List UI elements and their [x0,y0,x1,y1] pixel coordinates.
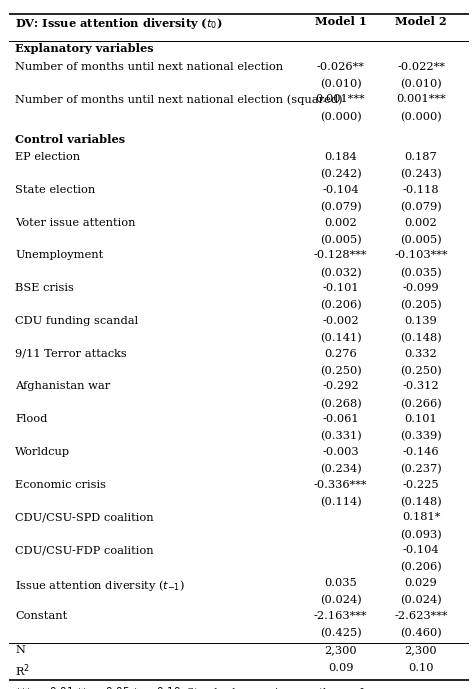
Text: 0.101: 0.101 [405,414,438,424]
Text: (0.206): (0.206) [319,300,361,311]
Text: 0.139: 0.139 [405,316,438,326]
Text: -0.103***: -0.103*** [394,250,448,260]
Text: 0.035: 0.035 [324,578,357,588]
Text: -0.146: -0.146 [403,446,439,457]
Text: -0.002: -0.002 [322,316,359,326]
Text: (0.010): (0.010) [400,79,442,89]
Text: 0.332: 0.332 [405,349,438,358]
Text: 0.10: 0.10 [408,663,434,672]
Text: 0.002: 0.002 [405,218,438,227]
Text: -2.163***: -2.163*** [314,610,367,621]
Text: CDU/CSU-SPD coalition: CDU/CSU-SPD coalition [15,513,154,522]
Text: 0.029: 0.029 [405,578,438,588]
Text: State election: State election [15,185,95,195]
Text: (0.010): (0.010) [319,79,361,89]
Text: Afghanistan war: Afghanistan war [15,381,110,391]
Text: R$^2$: R$^2$ [15,663,30,679]
Text: Flood: Flood [15,414,47,424]
Text: Number of months until next national election: Number of months until next national ele… [15,61,283,72]
Text: DV: Issue attention diversity ($t_0$): DV: Issue attention diversity ($t_0$) [15,16,222,31]
Text: (0.243): (0.243) [400,169,442,180]
Text: N: N [15,646,25,655]
Text: CDU funding scandal: CDU funding scandal [15,316,138,326]
Text: 2,300: 2,300 [324,646,357,655]
Text: 0.184: 0.184 [324,152,357,162]
Text: -0.101: -0.101 [322,283,359,293]
Text: Worldcup: Worldcup [15,446,70,457]
Text: ***$p \leq 0.01$,**$p \leq 0.05$,*$p \leq 0.10$; Standard errors in parentheses;: ***$p \leq 0.01$,**$p \leq 0.05$,*$p \le… [15,685,415,689]
Text: (0.206): (0.206) [400,562,442,573]
Text: 0.001***: 0.001*** [316,94,365,104]
Text: (0.079): (0.079) [400,202,442,212]
Text: -0.312: -0.312 [403,381,439,391]
Text: (0.237): (0.237) [400,464,442,474]
Text: Number of months until next national election (squared): Number of months until next national ele… [15,94,343,105]
Text: -0.022**: -0.022** [397,61,445,72]
Text: -0.104: -0.104 [403,545,439,555]
Text: (0.268): (0.268) [319,398,361,409]
Text: Voter issue attention: Voter issue attention [15,218,136,227]
Text: (0.141): (0.141) [319,333,361,343]
Text: 0.276: 0.276 [324,349,357,358]
Text: (0.460): (0.460) [400,628,442,638]
Text: Control variables: Control variables [15,134,125,145]
Text: (0.000): (0.000) [319,112,361,122]
Text: (0.250): (0.250) [400,366,442,376]
Text: 2,300: 2,300 [405,646,438,655]
Text: 0.181*: 0.181* [402,513,440,522]
Text: (0.032): (0.032) [319,267,361,278]
Text: 0.001***: 0.001*** [396,94,446,104]
Text: (0.000): (0.000) [400,112,442,122]
Text: (0.148): (0.148) [400,497,442,507]
Text: 0.09: 0.09 [328,663,353,672]
Text: (0.242): (0.242) [319,169,361,180]
Text: 0.187: 0.187 [405,152,438,162]
Text: Explanatory variables: Explanatory variables [15,43,154,54]
Text: Unemployment: Unemployment [15,250,103,260]
Text: (0.005): (0.005) [319,235,361,245]
Text: -0.128***: -0.128*** [314,250,367,260]
Text: -0.104: -0.104 [322,185,359,195]
Text: (0.339): (0.339) [400,431,442,442]
Text: (0.266): (0.266) [400,398,442,409]
Text: (0.035): (0.035) [400,267,442,278]
Text: -0.026**: -0.026** [317,61,365,72]
Text: (0.114): (0.114) [319,497,361,507]
Text: 0.002: 0.002 [324,218,357,227]
Text: -0.336***: -0.336*** [314,480,367,490]
Text: -0.061: -0.061 [322,414,359,424]
Text: (0.024): (0.024) [319,595,361,606]
Text: Issue attention diversity ($t_{-1}$): Issue attention diversity ($t_{-1}$) [15,578,185,593]
Text: (0.234): (0.234) [319,464,361,474]
Text: -0.118: -0.118 [403,185,439,195]
Text: -0.003: -0.003 [322,446,359,457]
Text: 9/11 Terror attacks: 9/11 Terror attacks [15,349,127,358]
Text: -0.292: -0.292 [322,381,359,391]
Text: Constant: Constant [15,610,67,621]
Text: Model 2: Model 2 [395,16,447,27]
Text: (0.205): (0.205) [400,300,442,311]
Text: (0.079): (0.079) [319,202,361,212]
Text: -0.225: -0.225 [403,480,439,490]
Text: (0.093): (0.093) [400,530,442,539]
Text: (0.331): (0.331) [319,431,361,442]
Text: (0.425): (0.425) [319,628,361,638]
Text: Model 1: Model 1 [315,16,366,27]
Text: CDU/CSU-FDP coalition: CDU/CSU-FDP coalition [15,545,154,555]
Text: (0.148): (0.148) [400,333,442,343]
Text: (0.005): (0.005) [400,235,442,245]
Text: Economic crisis: Economic crisis [15,480,106,490]
Text: EP election: EP election [15,152,80,162]
Text: (0.250): (0.250) [319,366,361,376]
Text: -2.623***: -2.623*** [394,610,448,621]
Text: (0.024): (0.024) [400,595,442,606]
Text: -0.099: -0.099 [403,283,439,293]
Text: BSE crisis: BSE crisis [15,283,74,293]
